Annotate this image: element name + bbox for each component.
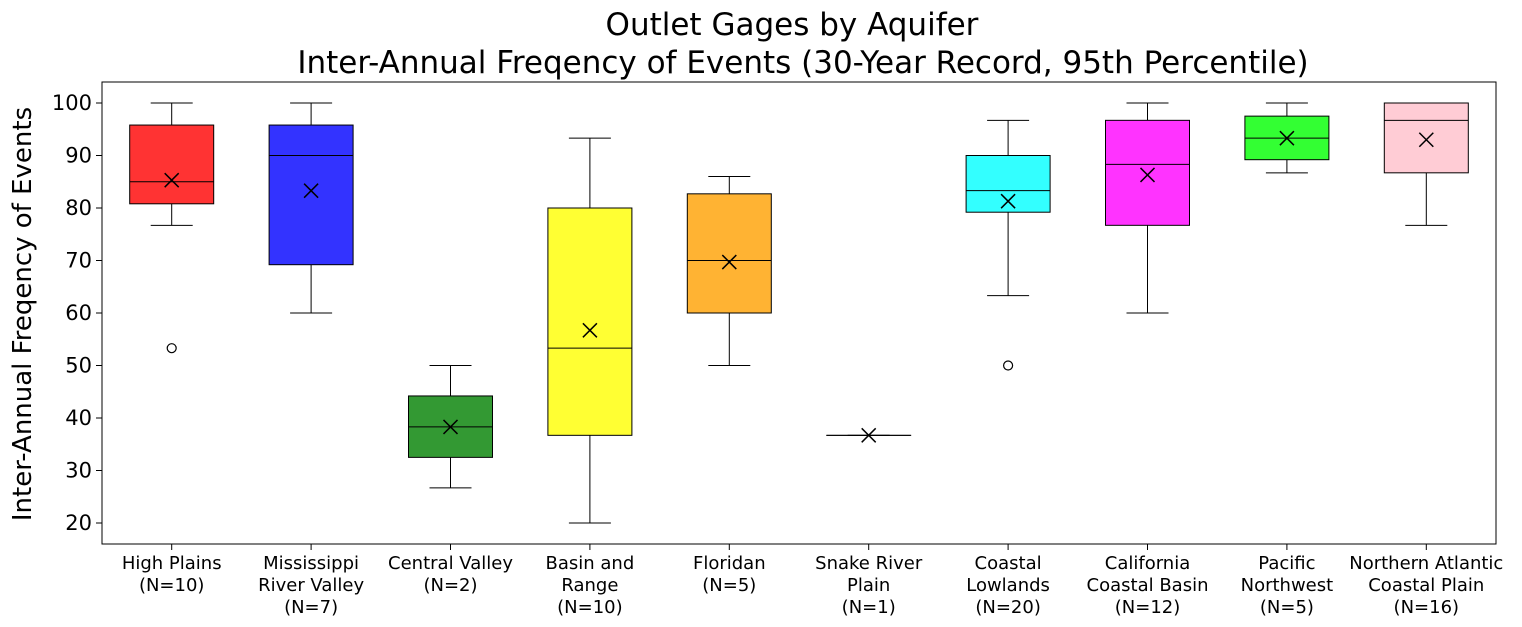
mean-marker (861, 427, 877, 443)
x-tick-label: (N=16) (1394, 597, 1460, 618)
x-tick-label: (N=5) (702, 575, 756, 596)
y-tick-label: 90 (65, 144, 92, 168)
box (686, 193, 772, 314)
box (1383, 102, 1469, 174)
y-tick-label: 60 (65, 301, 92, 325)
x-tick-label: Lowlands (966, 575, 1050, 596)
box (1105, 119, 1190, 226)
x-tick-label: Range (561, 575, 618, 596)
x-tick-label: High Plains (122, 553, 222, 574)
x-tick-label: Snake River (815, 553, 923, 574)
box (268, 124, 354, 266)
outlier-point (1002, 360, 1014, 371)
x-tick-label: Basin and (546, 553, 635, 574)
mean-marker (1000, 193, 1016, 209)
mean-marker (164, 172, 180, 188)
mean-marker (1139, 167, 1156, 183)
mean-marker (721, 254, 737, 270)
box-group (826, 427, 912, 443)
x-tick-label: Coastal (975, 553, 1042, 574)
x-tick-label: River Valley (258, 575, 364, 596)
box-group (965, 119, 1051, 371)
x-tick-label: (N=10) (557, 597, 623, 618)
box-group (1244, 102, 1330, 174)
mean-marker (1279, 130, 1295, 146)
x-tick-label: Coastal Basin (1087, 575, 1209, 596)
x-tick-label: Coastal Plain (1368, 575, 1484, 596)
x-tick-label: Pacific (1258, 553, 1315, 574)
x-tick-label: Mississippi (263, 553, 359, 574)
box-group (268, 102, 354, 314)
x-tick-label: (N=12) (1115, 597, 1181, 618)
box-group (1383, 102, 1469, 226)
mean-marker (303, 183, 319, 199)
x-tick-label: Northwest (1241, 575, 1334, 596)
x-tick-label: Plain (847, 575, 890, 596)
box-group (1105, 102, 1190, 314)
y-tick-label: 40 (65, 406, 92, 430)
box (129, 124, 215, 205)
x-tick-label: California (1105, 553, 1190, 574)
x-tick-label: Northern Atlantic (1349, 553, 1503, 574)
mean-marker (442, 419, 459, 435)
y-tick-label: 20 (65, 511, 92, 535)
chart-marks (129, 102, 1469, 524)
box (965, 155, 1051, 213)
x-tick-label: (N=2) (423, 575, 477, 596)
box-group (547, 137, 633, 524)
x-tick-label: (N=10) (139, 575, 205, 596)
mean-marker (1418, 132, 1434, 148)
y-tick-label: 30 (65, 459, 92, 483)
box (547, 207, 633, 436)
x-tick-label: Central Valley (388, 553, 513, 574)
y-axis-label: Inter-Annual Freqency of Events (8, 107, 38, 521)
mean-marker (582, 322, 598, 338)
outlier-point (166, 343, 177, 354)
y-tick-label: 70 (65, 249, 92, 273)
plot-frame (101, 81, 1497, 545)
y-tick-label: 80 (65, 196, 92, 220)
chart-title-line-2: Inter-Annual Freqency of Events (30-Year… (297, 45, 1308, 81)
y-tick-label: 100 (52, 91, 92, 115)
x-tick-label: (N=5) (1260, 597, 1314, 618)
y-tick-label: 50 (65, 354, 92, 378)
x-tick-label: (N=1) (842, 597, 896, 618)
chart-title-line-1: Outlet Gages by Aquifer (606, 7, 979, 43)
box-group (686, 176, 772, 366)
x-tick-label: (N=20) (975, 597, 1041, 618)
y-axis: 20 30 40 50 60 70 80 90 100 (52, 91, 102, 535)
box-group (408, 365, 493, 489)
x-tick-label: (N=7) (284, 597, 338, 618)
box-group (129, 102, 215, 354)
x-tick-label: Floridan (693, 553, 766, 574)
